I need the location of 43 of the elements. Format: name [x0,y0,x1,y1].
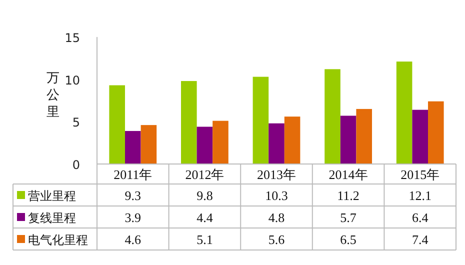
data-label: 11.2 [337,188,360,203]
data-label: 7.4 [412,232,429,247]
bar [125,130,141,164]
bar [268,123,284,164]
data-label: 6.4 [412,210,429,225]
data-label: 3.9 [124,210,142,225]
x-tick-label: 2014年 [328,167,368,182]
y-tick-label: 10 [64,73,80,88]
data-label: 10.3 [265,188,288,203]
legend-label: 复线里程 [28,211,76,225]
x-tick-label: 2015年 [400,167,440,182]
bar [412,110,428,164]
data-label: 4.6 [124,232,142,247]
bar [212,120,228,164]
data-label: 4.4 [196,210,214,225]
y-tick-label: 15 [64,31,80,45]
bar [284,116,300,164]
bar [109,85,125,164]
bar [252,76,269,164]
bar [324,69,340,164]
y-tick-label: 5 [72,116,80,130]
x-tick-label: 2011年 [114,167,152,182]
y-tick-label: 0 [72,158,80,172]
data-label: 5.6 [268,232,286,247]
data-label: 9.3 [124,188,142,203]
data-label: 12.1 [408,188,432,203]
bar [428,101,444,164]
bar [396,62,412,164]
bar [181,81,197,164]
bar [196,126,213,164]
data-label: 4.8 [268,210,285,225]
legend-label: 电气化里程 [28,233,88,247]
x-tick-label: 2013年 [257,167,296,182]
bar [340,116,356,164]
x-tick-label: 2012年 [185,167,224,182]
data-label: 9.8 [196,188,213,203]
data-label: 5.7 [340,210,357,225]
data-label: 5.1 [196,232,213,247]
data-label: 6.5 [340,232,356,247]
y-axis-title: 万公里 [46,71,60,120]
bar [356,108,372,164]
bar [140,125,157,164]
legend-label: 营业里程 [28,189,76,203]
